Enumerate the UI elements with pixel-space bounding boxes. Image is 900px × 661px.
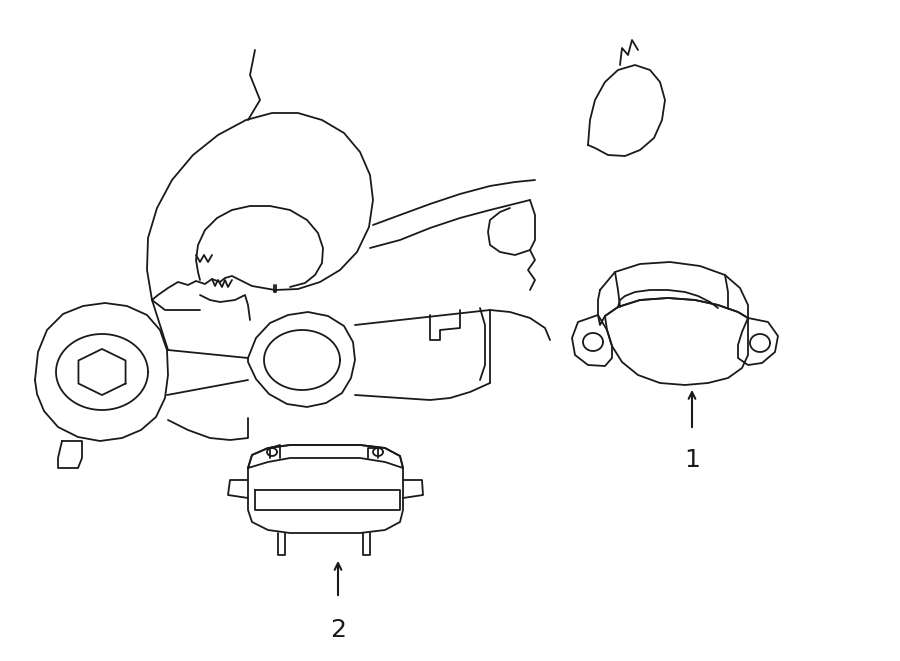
Text: 2: 2	[330, 618, 346, 642]
Text: 1: 1	[684, 448, 700, 472]
